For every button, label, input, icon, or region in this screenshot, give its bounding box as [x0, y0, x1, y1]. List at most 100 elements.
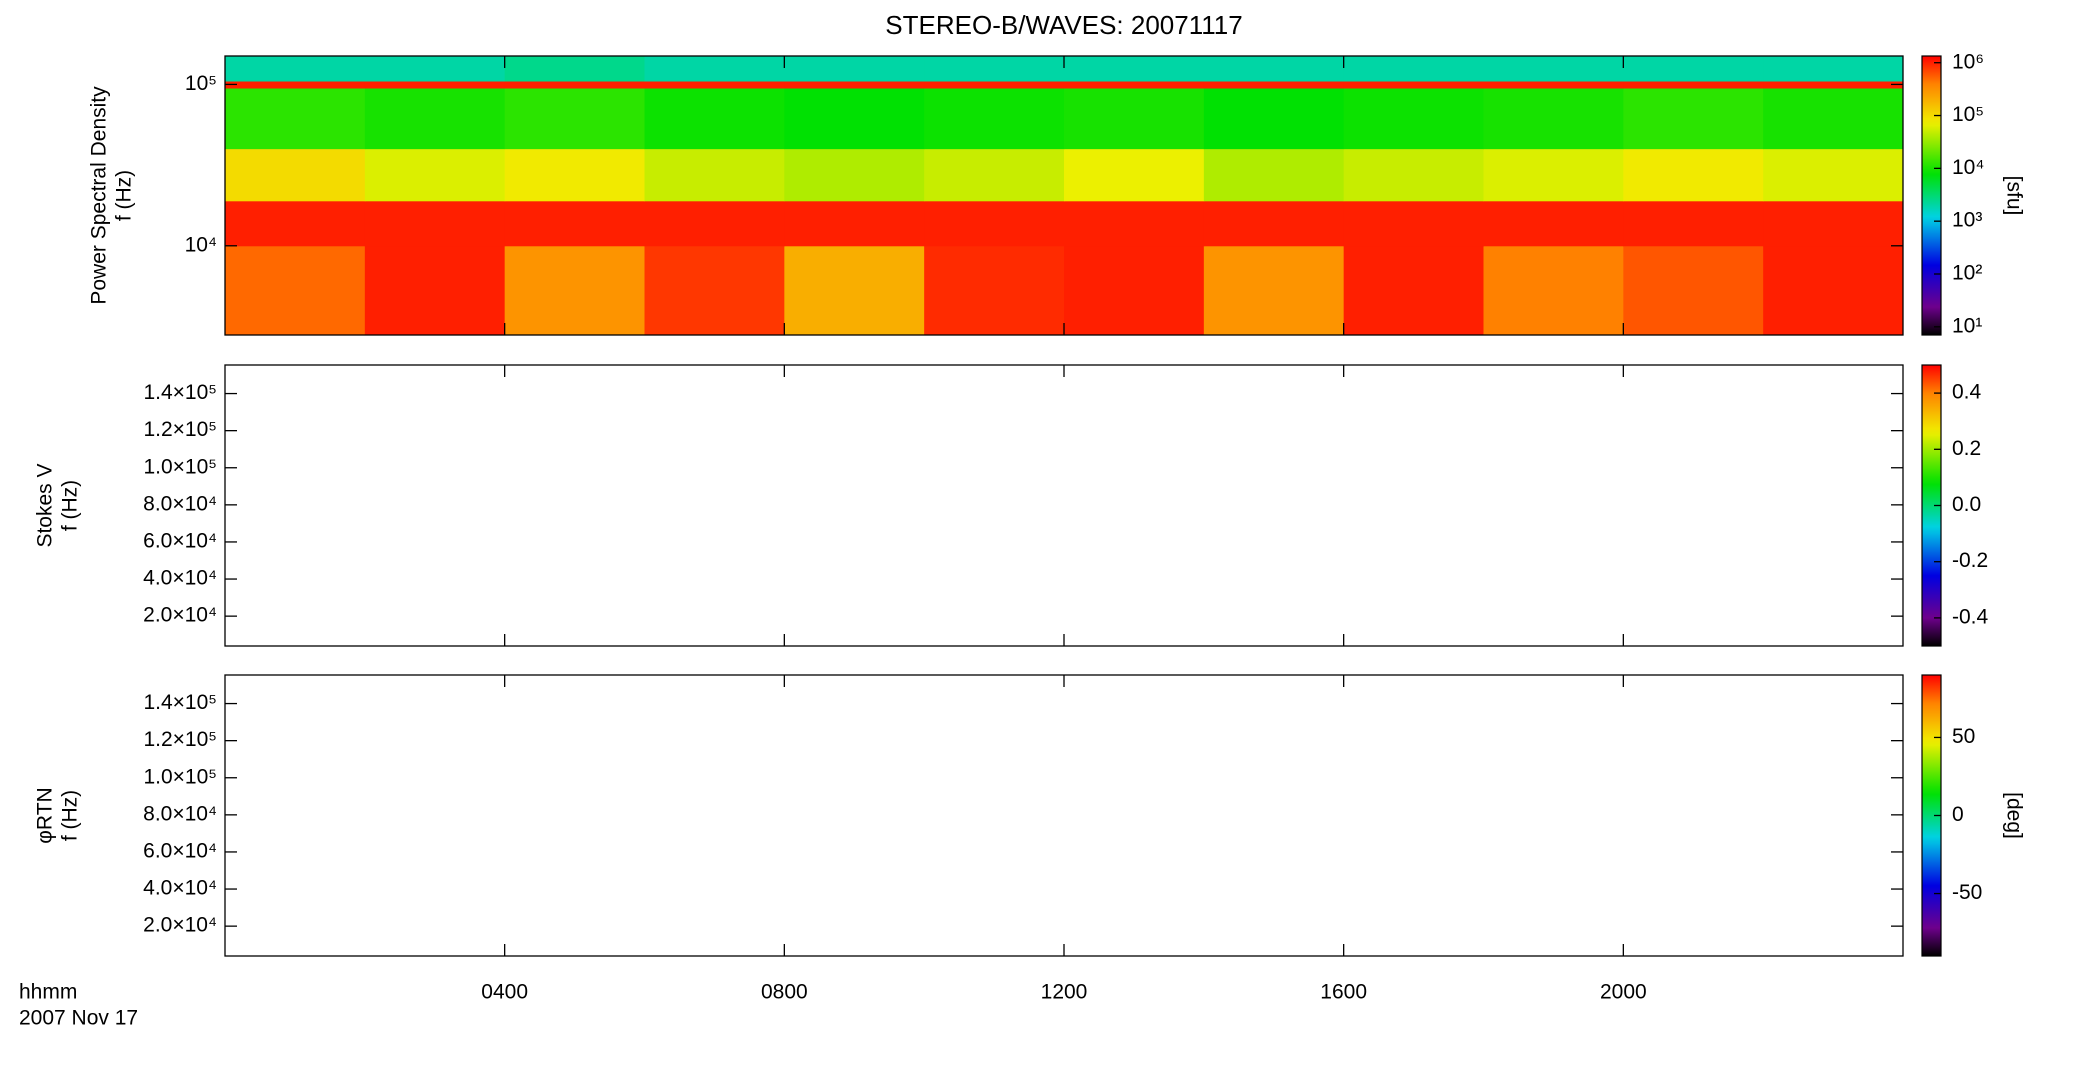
y-tick-label: 1.4×10⁵	[143, 381, 217, 404]
panel-frame	[224, 364, 1904, 647]
title: STEREO-B/WAVES: 20071117	[885, 10, 1242, 40]
spectrogram-cell	[784, 148, 925, 202]
y-axis-label: f (Hz)	[59, 480, 82, 531]
spectrogram-cell	[225, 245, 366, 335]
y-tick-label: 2.0×10⁴	[143, 914, 217, 937]
spectrogram-cell	[644, 245, 785, 335]
colorbar-label: [sfu]	[2002, 176, 2025, 216]
spectrogram-cell	[1763, 88, 1903, 150]
x-tick-label: 0800	[761, 981, 808, 1004]
x-tick-label: 2000	[1600, 981, 1647, 1004]
spectrogram-cell	[1343, 200, 1484, 247]
y-tick-label: 1.0×10⁵	[143, 765, 217, 788]
spectrogram-cell	[784, 80, 925, 89]
y-tick-label: 1.0×10⁵	[143, 455, 217, 478]
x-tick-label: 1200	[1041, 981, 1088, 1004]
spectrogram-cell	[1343, 88, 1484, 150]
colorbar-tick-label: 0.2	[1952, 437, 1981, 460]
spectrogram-cell	[364, 245, 506, 335]
spectrogram-cell	[784, 200, 925, 247]
spectrogram-cell	[225, 56, 366, 82]
colorbar-tick-label: 0.0	[1952, 493, 1981, 516]
spectrogram-cell	[924, 88, 1065, 150]
spectrogram-cell	[1203, 80, 1345, 89]
colorbar-tick-label: 10³	[1952, 209, 1982, 232]
spectrogram-cell	[1203, 200, 1345, 247]
spectrogram-cell	[784, 88, 925, 150]
spectrogram-cell	[924, 148, 1065, 202]
spectrogram-cell	[1064, 88, 1205, 150]
y-tick-label: 1.2×10⁵	[143, 418, 217, 441]
y-tick-label: 8.0×10⁴	[143, 802, 217, 825]
colorbar-tick-label: 0	[1952, 803, 1964, 826]
spectrogram-cell	[644, 200, 785, 247]
spectrogram-cell	[644, 56, 785, 82]
panel-frame	[224, 674, 1904, 957]
spectrogram-cell	[924, 56, 1065, 82]
spectrogram-cell	[784, 56, 925, 82]
x-axis-label: hhmm	[19, 981, 77, 1004]
spectrogram-cell	[1203, 148, 1345, 202]
y-axis-label: f (Hz)	[113, 170, 136, 221]
spectrogram-cell	[1064, 80, 1205, 89]
spectrogram-cell	[364, 56, 506, 82]
spectrogram-cell	[1623, 88, 1764, 150]
spectrogram-cell	[1064, 148, 1205, 202]
spectrogram-cell	[225, 80, 366, 89]
y-tick-label: 1.2×10⁵	[143, 728, 217, 751]
spectrogram-cell	[1763, 245, 1903, 335]
y-tick-label: 10⁵	[185, 72, 217, 95]
spectrogram-cell	[1064, 56, 1205, 82]
y-tick-label: 4.0×10⁴	[143, 567, 217, 590]
spectrogram-cell	[644, 148, 785, 202]
spectrogram-cell	[1763, 200, 1903, 247]
colorbar-tick-label: -0.2	[1952, 549, 1988, 572]
colorbar-tick-label: 10⁴	[1952, 156, 1984, 179]
y-tick-label: 8.0×10⁴	[143, 492, 217, 515]
x-tick-label: 0400	[481, 981, 528, 1004]
date-label: 2007 Nov 17	[19, 1007, 138, 1030]
spectrogram-cell	[1483, 56, 1624, 82]
spectrogram-cell	[1064, 245, 1205, 335]
spectrogram-cell	[1064, 200, 1205, 247]
spectrogram-cell	[1343, 245, 1484, 335]
spectrogram-cell	[1483, 80, 1624, 89]
colorbar-tick-label: 0.4	[1952, 381, 1982, 404]
colorbar-tick-label: 10⁵	[1952, 103, 1984, 126]
spectrogram-cell	[1203, 245, 1345, 335]
spectrogram-cell	[1763, 80, 1903, 89]
spectrogram-cell	[1623, 56, 1764, 82]
spectrogram-cell	[504, 88, 645, 150]
spectrogram-cell	[644, 80, 785, 89]
spectrogram-cell	[504, 80, 645, 89]
spectrogram-cell	[644, 88, 785, 150]
x-tick-label: 1600	[1320, 981, 1367, 1004]
spectrogram-cell	[1623, 245, 1764, 335]
spectrogram-cell	[1483, 245, 1624, 335]
spectrogram-cell	[504, 200, 645, 247]
spectrogram-cell	[1343, 148, 1484, 202]
spectrogram-cell	[225, 200, 366, 247]
spectrogram-cell	[225, 88, 366, 150]
spectrogram-cell	[1763, 148, 1903, 202]
spectrogram-cell	[225, 148, 366, 202]
y-axis-label: Power Spectral Density	[88, 86, 111, 305]
spectrogram-cell	[364, 148, 506, 202]
y-tick-label: 6.0×10⁴	[143, 839, 217, 862]
spectrogram-cell	[1483, 88, 1624, 150]
spectrogram-cell	[504, 245, 645, 335]
y-axis-label: φRTN	[34, 787, 57, 843]
spectrogram-cell	[924, 80, 1065, 89]
spectrogram-cell	[504, 148, 645, 202]
spectrogram-cell	[1203, 88, 1345, 150]
colorbar-tick-label: 10⁶	[1952, 50, 1984, 73]
colorbar-tick-label: 50	[1952, 725, 1975, 748]
colorbar-label: [deg]	[2002, 792, 2025, 839]
spectrogram-cell	[1483, 148, 1624, 202]
spectrogram-cell	[1483, 200, 1624, 247]
spectrogram-cell	[1203, 56, 1345, 82]
y-tick-label: 10⁴	[185, 233, 217, 256]
spectrogram-cell	[1623, 80, 1764, 89]
